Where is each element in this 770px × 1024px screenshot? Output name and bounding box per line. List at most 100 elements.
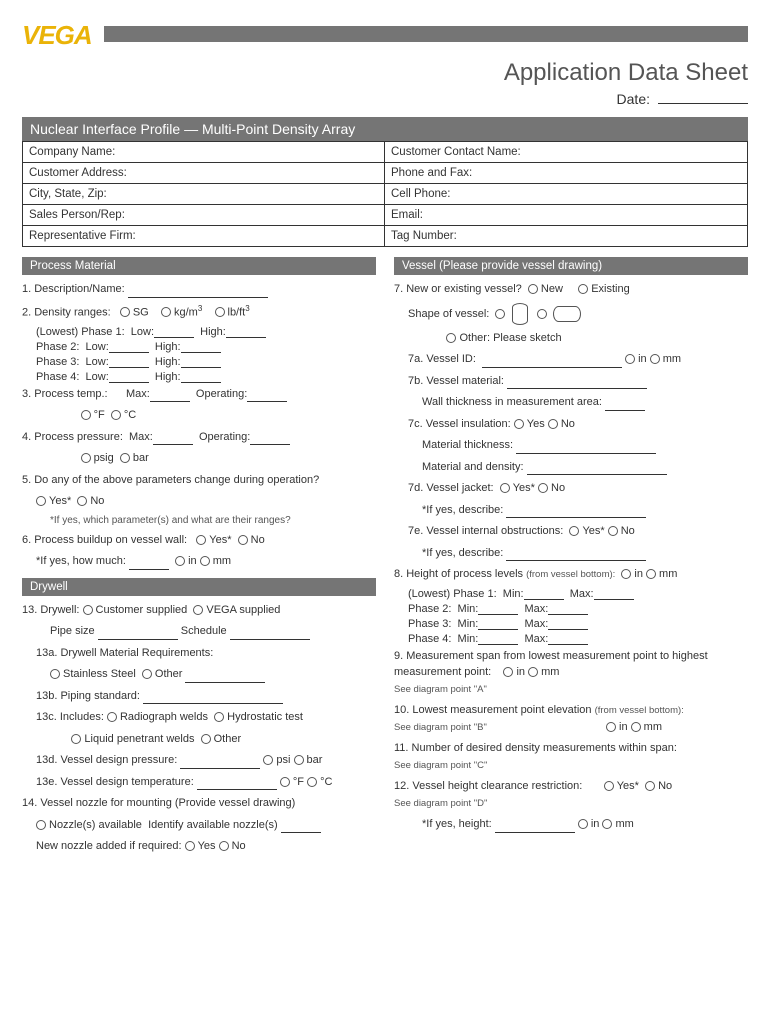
radio-dw-cust[interactable] — [83, 605, 93, 615]
info-table: Company Name: Customer Contact Name: Cus… — [22, 141, 748, 247]
p4-low[interactable] — [109, 371, 149, 383]
radio-q12-yes[interactable] — [604, 781, 614, 791]
p1-low[interactable] — [154, 326, 194, 338]
other-mat-input[interactable] — [185, 671, 265, 683]
vp3-min[interactable] — [478, 618, 518, 630]
radio-7d-no[interactable] — [538, 483, 548, 493]
radio-q12-in[interactable] — [578, 819, 588, 829]
temp-max[interactable] — [150, 390, 190, 402]
p2-high[interactable] — [181, 341, 221, 353]
radio-psig[interactable] — [81, 453, 91, 463]
vessel-mat[interactable] — [507, 377, 647, 389]
radio-q10-in[interactable] — [606, 722, 616, 732]
jacket-desc[interactable] — [506, 506, 646, 518]
radio-nn-no[interactable] — [219, 841, 229, 851]
phone-field[interactable]: Phone and Fax: — [385, 163, 747, 184]
buildup-input[interactable] — [129, 558, 169, 570]
radio-other[interactable] — [142, 669, 152, 679]
radio-7a-in[interactable] — [625, 354, 635, 364]
vp1-min[interactable] — [524, 588, 564, 600]
obstruct-desc[interactable] — [506, 549, 646, 561]
radio-q12-no[interactable] — [645, 781, 655, 791]
radio-7d-yes[interactable] — [500, 483, 510, 493]
address-field[interactable]: Customer Address: — [23, 163, 385, 184]
radio-shape-other[interactable] — [446, 333, 456, 343]
temp-oper[interactable] — [247, 390, 287, 402]
company-field[interactable]: Company Name: — [23, 142, 385, 163]
press-max[interactable] — [153, 433, 193, 445]
vp2-min[interactable] — [478, 603, 518, 615]
radio-7c-yes[interactable] — [514, 419, 524, 429]
radio-noz-avail[interactable] — [36, 820, 46, 830]
rep-field[interactable]: Representative Firm: — [23, 226, 385, 246]
city-field[interactable]: City, State, Zip: — [23, 184, 385, 205]
p3-low[interactable] — [109, 356, 149, 368]
radio-dt-c[interactable] — [307, 777, 317, 787]
radio-shape-v[interactable] — [495, 309, 505, 319]
radio-sg[interactable] — [120, 307, 130, 317]
radio-q12-mm[interactable] — [602, 819, 612, 829]
radio-7a-mm[interactable] — [650, 354, 660, 364]
radio-q5-yes[interactable] — [36, 496, 46, 506]
radio-shape-h[interactable] — [537, 309, 547, 319]
radio-kgm3[interactable] — [161, 307, 171, 317]
radio-dw-vega[interactable] — [193, 605, 203, 615]
radio-rad[interactable] — [107, 712, 117, 722]
design-press[interactable] — [180, 757, 260, 769]
sched-input[interactable] — [230, 628, 310, 640]
radio-q9-in[interactable] — [503, 667, 513, 677]
radio-inc-other[interactable] — [201, 734, 211, 744]
contact-field[interactable]: Customer Contact Name: — [385, 142, 747, 163]
radio-q8-in[interactable] — [621, 569, 631, 579]
radio-lbft3[interactable] — [215, 307, 225, 317]
radio-ss[interactable] — [50, 669, 60, 679]
radio-7e-no[interactable] — [608, 526, 618, 536]
radio-q6-no[interactable] — [238, 535, 248, 545]
mat-thick[interactable] — [516, 442, 656, 454]
email-field[interactable]: Email: — [385, 205, 747, 226]
radio-dp-bar[interactable] — [294, 755, 304, 765]
sales-field[interactable]: Sales Person/Rep: — [23, 205, 385, 226]
radio-nn-yes[interactable] — [185, 841, 195, 851]
description-input[interactable] — [128, 286, 268, 298]
radio-7e-yes[interactable] — [569, 526, 579, 536]
p1-high[interactable] — [226, 326, 266, 338]
radio-bar[interactable] — [120, 453, 130, 463]
radio-dt-f[interactable] — [280, 777, 290, 787]
radio-f[interactable] — [81, 410, 91, 420]
vessel-id[interactable] — [482, 356, 622, 368]
radio-q5-no[interactable] — [77, 496, 87, 506]
p3-high[interactable] — [181, 356, 221, 368]
radio-hydro[interactable] — [214, 712, 224, 722]
noz-ident[interactable] — [281, 821, 321, 833]
date-input[interactable] — [658, 103, 748, 104]
piping-input[interactable] — [143, 692, 283, 704]
p4-high[interactable] — [181, 371, 221, 383]
vp1-max[interactable] — [594, 588, 634, 600]
mat-dens[interactable] — [527, 463, 667, 475]
radio-c[interactable] — [111, 410, 121, 420]
vp4-max[interactable] — [548, 633, 588, 645]
q12-height[interactable] — [495, 821, 575, 833]
tag-field[interactable]: Tag Number: — [385, 226, 747, 246]
radio-q6-mm[interactable] — [200, 556, 210, 566]
wall-thick[interactable] — [605, 399, 645, 411]
design-temp[interactable] — [197, 778, 277, 790]
radio-7c-no[interactable] — [548, 419, 558, 429]
p2-low[interactable] — [109, 341, 149, 353]
radio-q10-mm[interactable] — [631, 722, 641, 732]
radio-q8-mm[interactable] — [646, 569, 656, 579]
pipe-input[interactable] — [98, 628, 178, 640]
vp2-max[interactable] — [548, 603, 588, 615]
radio-q6-in[interactable] — [175, 556, 185, 566]
radio-dp-psi[interactable] — [263, 755, 273, 765]
radio-q6-yes[interactable] — [196, 535, 206, 545]
radio-exist[interactable] — [578, 284, 588, 294]
vp3-max[interactable] — [548, 618, 588, 630]
cell-field[interactable]: Cell Phone: — [385, 184, 747, 205]
radio-new[interactable] — [528, 284, 538, 294]
radio-q9-mm[interactable] — [528, 667, 538, 677]
vp4-min[interactable] — [478, 633, 518, 645]
radio-liq[interactable] — [71, 734, 81, 744]
press-oper[interactable] — [250, 433, 290, 445]
